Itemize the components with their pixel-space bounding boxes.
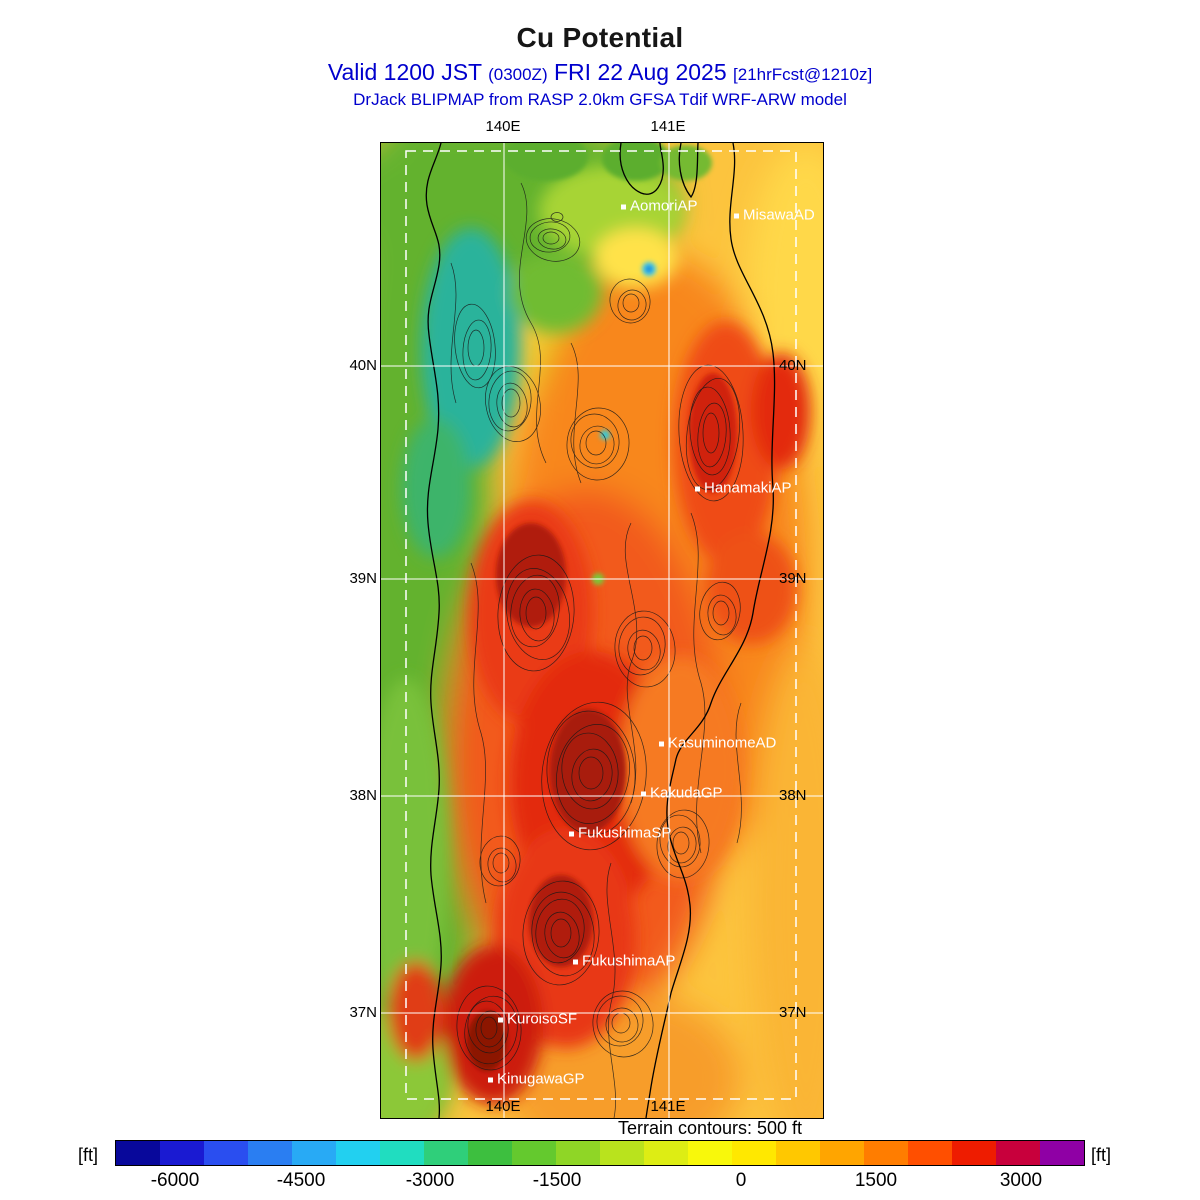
colorbar-segment [160,1141,204,1165]
colorbar-segment [908,1141,952,1165]
page-title: Cu Potential [516,22,684,53]
station-kasuminome-ad: KasuminomeAD [659,735,776,752]
colorbar-segment [424,1141,468,1165]
station-label: KasuminomeAD [668,734,777,752]
colorbar-segment [688,1141,732,1165]
colorbar-segment [204,1141,248,1165]
valid-time-line: Valid 1200 JST (0300Z) FRI 22 Aug 2025 [… [0,59,1200,86]
colorbar-tick--3000: -3000 [405,1170,455,1191]
colorbar-unit-left: [ft] [78,1145,99,1165]
station-dot-icon [695,486,700,492]
terrain-contours [450,182,744,1118]
lon-label-top-141e: 141E [650,118,686,135]
station-dot-icon [488,1077,493,1083]
colorbar-tick--6000: -6000 [150,1170,200,1191]
station-aomori-ap: AomoriAP [621,198,698,215]
lat-label-left-40n: 40N [349,357,377,374]
header: Cu Potential Valid 1200 JST (0300Z) FRI … [0,22,1200,110]
colorbar-segment [776,1141,820,1165]
station-label: KuroisoSF [507,1010,578,1028]
colorbar-tick--4500: -4500 [276,1170,326,1191]
colorbar-segment [116,1141,160,1165]
map-canvas [381,143,823,1118]
colorbar-segment [996,1141,1040,1165]
lat-label-left-39n: 39N [349,570,377,587]
station-kakuda-gp: KakudaGP [641,785,723,802]
colorbar-segment [952,1141,996,1165]
colorbar-segment [864,1141,908,1165]
station-misawa-ad: MisawaAD [734,207,815,224]
model-line: DrJack BLIPMAP from RASP 2.0km GFSA Tdif… [353,90,847,109]
station-fukushima-sp: FukushimaSP [569,825,671,842]
lon-label-top-140e: 140E [485,118,521,135]
station-dot-icon [734,213,739,219]
station-label: AomoriAP [630,197,698,215]
colorbar-segment [820,1141,864,1165]
lat-label-right-37n: 37N [779,1004,807,1021]
colorbar-segment [732,1141,776,1165]
station-label: FukushimaAP [582,952,676,970]
station-label: KinugawaGP [497,1070,585,1088]
station-dot-icon [621,204,626,210]
colorbar-segment [600,1141,644,1165]
valid-prefix: Valid 1200 JST [327,59,489,85]
colorbar [115,1140,1085,1166]
colorbar-segment [644,1141,688,1165]
colorbar-segment [468,1141,512,1165]
lon-label-bottom-140e: 140E [485,1098,521,1115]
domain-dashed-border [405,150,797,1100]
colorbar-segment [292,1141,336,1165]
lat-label-right-39n: 39N [779,570,807,587]
station-label: MisawaAD [743,206,815,224]
lat-label-left-38n: 38N [349,787,377,804]
colorbar-tick-3000: 3000 [999,1170,1043,1191]
valid-utc: (0300Z) [488,65,548,84]
graticule [381,143,823,1118]
station-dot-icon [573,959,578,965]
coastline [425,143,776,1118]
station-dot-icon [641,791,646,797]
colorbar-segment [336,1141,380,1165]
station-kinugawa-gp: KinugawaGP [488,1071,585,1088]
station-dot-icon [569,831,574,837]
colorbar-segment [556,1141,600,1165]
colorbar-tick--1500: -1500 [532,1170,582,1191]
station-hanamaki-ap: HanamakiAP [695,480,792,497]
lat-label-left-37n: 37N [349,1004,377,1021]
map: AomoriAP MisawaAD HanamakiAP KasuminomeA… [380,142,824,1119]
lon-label-bottom-141e: 141E [650,1098,686,1115]
colorbar-segment [248,1141,292,1165]
station-label: HanamakiAP [704,479,792,497]
colorbar-segment [1040,1141,1084,1165]
colorbar-tick-1500: 1500 [854,1170,898,1191]
colorbar-segment [512,1141,556,1165]
colorbar-segment [380,1141,424,1165]
station-label: KakudaGP [650,784,723,802]
colorbar-tick-0: 0 [735,1170,747,1191]
lat-label-right-40n: 40N [779,357,807,374]
lat-label-right-38n: 38N [779,787,807,804]
station-kuroiso-sf: KuroisoSF [498,1011,577,1028]
station-label: FukushimaSP [578,824,672,842]
terrain-contour-note: Terrain contours: 500 ft [617,1118,803,1138]
forecast-tag: [21hrFcst@1210z] [733,65,873,84]
station-dot-icon [659,741,664,747]
colorbar-unit-right: [ft] [1091,1145,1112,1165]
station-fukushima-ap: FukushimaAP [573,953,675,970]
valid-date: FRI 22 Aug 2025 [547,59,734,85]
station-dot-icon [498,1017,503,1023]
